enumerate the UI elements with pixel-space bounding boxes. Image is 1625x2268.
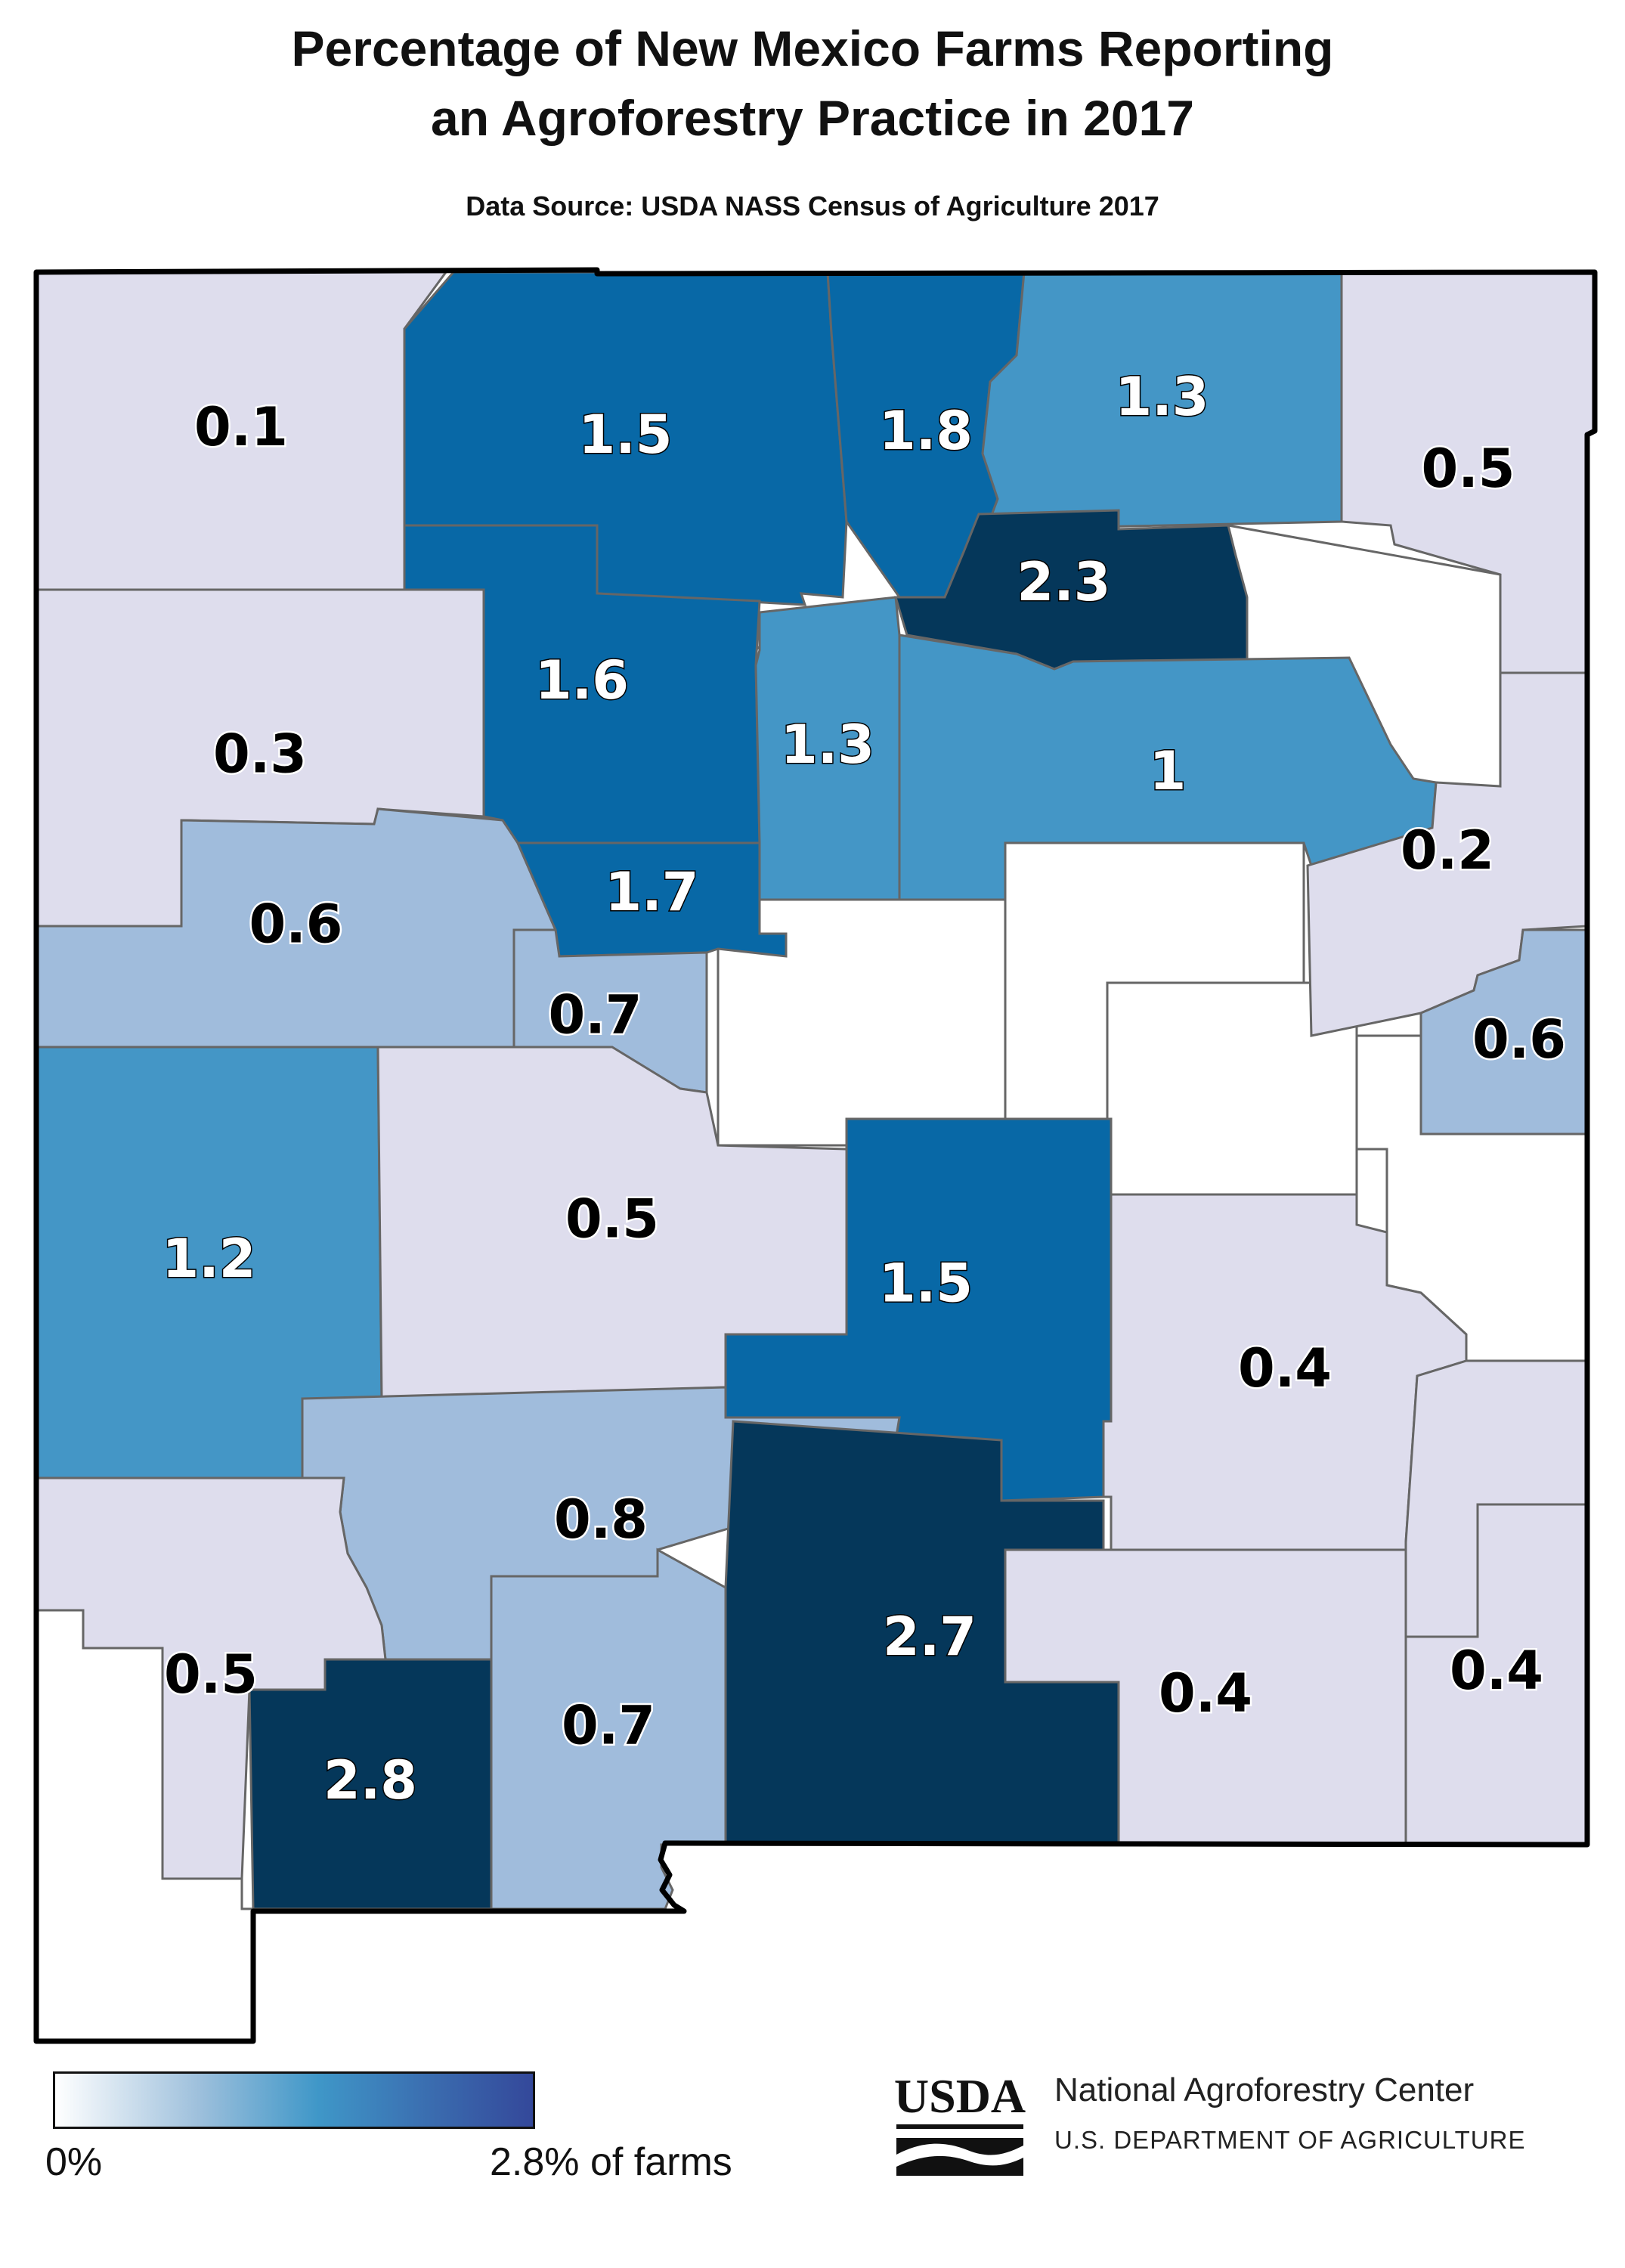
county-value-label: 0.7: [562, 1695, 655, 1757]
county-value-label: 0.5: [164, 1644, 258, 1706]
state-border: [33, 267, 1598, 2044]
county-value-label: 0.8: [554, 1489, 648, 1551]
legend-color-ramp: [53, 2071, 535, 2129]
county-value-label: 0.5: [565, 1188, 659, 1250]
county-value-label: 0.5: [1421, 438, 1515, 500]
map-title-line-1: Percentage of New Mexico Farms Reporting: [291, 20, 1334, 76]
county-value-label: 1: [1150, 740, 1187, 802]
data-source: Data Source: USDA NASS Census of Agricul…: [466, 191, 1159, 222]
county-value-label: 0.4: [1159, 1662, 1252, 1724]
county-layer: [35, 271, 1596, 2043]
county-value-label: 2.8: [323, 1749, 417, 1811]
county-value-label: 0.6: [1472, 1009, 1566, 1070]
org-name: National Agroforestry Center: [1054, 2071, 1475, 2108]
county-value-label: 0.6: [249, 894, 342, 956]
usda-logo-text: USDA: [894, 2069, 1026, 2123]
county-value-label: 1.3: [1115, 366, 1209, 428]
county-value-label: 1.2: [162, 1228, 255, 1290]
county-value-label: 0.2: [1401, 820, 1494, 881]
county-value-label: 1.7: [605, 861, 698, 923]
county-value-label: 1.5: [879, 1253, 973, 1315]
county-value-label: 2.3: [1017, 551, 1110, 613]
county-value-label: 0.4: [1450, 1640, 1543, 1702]
map-title: Percentage of New Mexico Farms Reporting…: [0, 14, 1625, 153]
org-subtitle: U.S. DEPARTMENT OF AGRICULTURE: [1054, 2126, 1526, 2154]
county-value-label: 1.6: [535, 649, 629, 711]
county-value-label: 1.8: [879, 400, 973, 462]
county-value-label: 0.1: [194, 396, 288, 458]
county-value-label: 0.3: [213, 723, 307, 785]
county-value-label: 1.3: [781, 714, 874, 776]
legend-min-label: 0%: [45, 2140, 103, 2184]
county-value-label: 1.5: [578, 404, 672, 466]
legend-max-label: 2.8% of farms: [490, 2140, 732, 2184]
usda-logo: USDA: [894, 2069, 1026, 2176]
logo-rule: [896, 2124, 1023, 2129]
map-title-line-2: an Agroforestry Practice in 2017: [431, 90, 1194, 146]
county-value-label: 0.4: [1238, 1337, 1332, 1399]
county-value-label: 0.7: [548, 984, 642, 1046]
value-label-layer: 0.1 1.5 1.8 1.3 0.5 2.3 0.3 1.6 1.3 1 0.…: [161, 365, 1568, 1813]
county-value-label: 2.7: [883, 1606, 977, 1668]
logo-hill-wave: [896, 2143, 1023, 2167]
